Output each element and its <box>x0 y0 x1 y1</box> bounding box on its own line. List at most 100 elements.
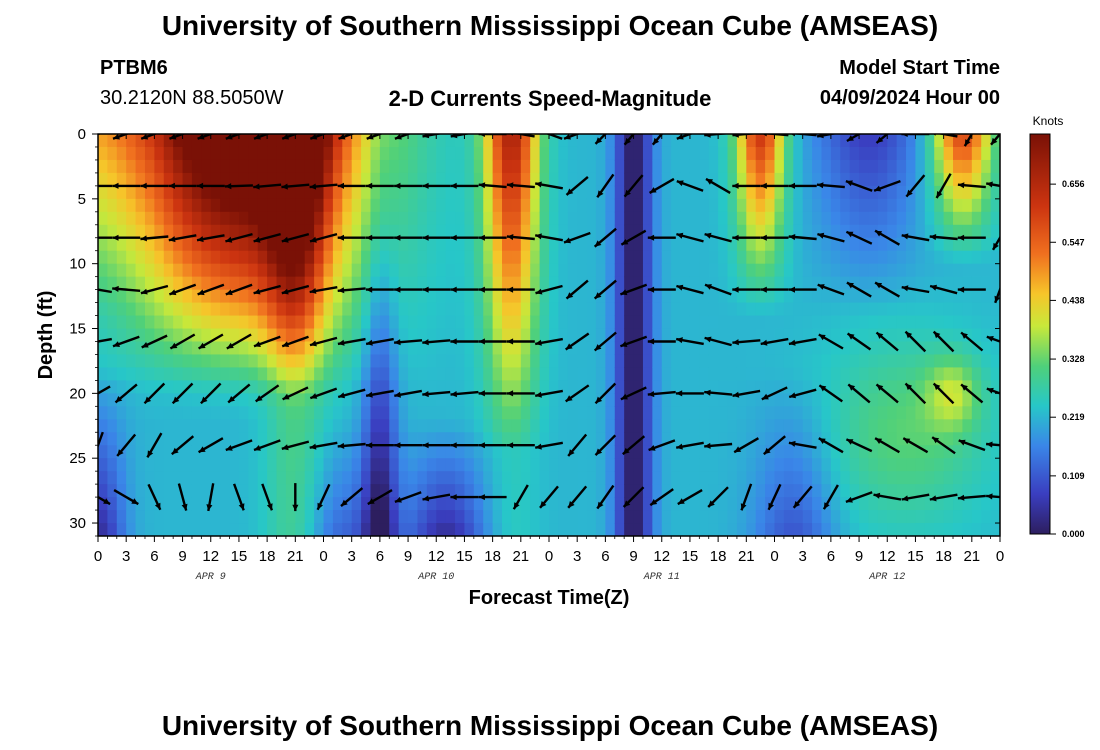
heat-cell <box>238 432 249 446</box>
heat-cell <box>257 367 268 381</box>
heat-cell <box>962 172 973 187</box>
heat-cell <box>408 432 419 446</box>
heat-cell <box>953 146 964 161</box>
heat-cell <box>332 198 343 213</box>
heat-cell <box>971 276 982 291</box>
heat-cell <box>417 523 428 536</box>
heat-cell <box>426 198 437 213</box>
heat-cell <box>962 510 973 524</box>
current-vector <box>732 339 761 346</box>
heat-cell <box>793 523 804 536</box>
heat-cell <box>812 328 823 343</box>
heat-cell <box>708 471 719 485</box>
x-tick-label: 9 <box>178 548 186 565</box>
current-vector <box>845 491 873 504</box>
heat-cell <box>98 497 108 511</box>
current-vector <box>112 234 141 241</box>
current-vector <box>986 335 1000 343</box>
heat-cell <box>971 172 982 187</box>
heat-cell <box>661 276 672 291</box>
heat-cell <box>577 419 588 433</box>
heat-cell <box>642 510 653 524</box>
heat-cell <box>201 185 212 200</box>
heat-cell <box>812 263 823 278</box>
heat-cell <box>793 367 804 381</box>
heat-cell <box>285 523 296 536</box>
heat-cell <box>398 237 409 252</box>
heat-cell <box>549 419 559 433</box>
heat-cell <box>370 302 381 317</box>
heat-cell <box>906 367 917 381</box>
heat-cell <box>248 185 259 200</box>
heat-cell <box>614 354 625 369</box>
heat-cell <box>464 302 475 317</box>
heat-cell <box>793 302 804 317</box>
heat-cell <box>361 263 372 278</box>
heat-cell <box>323 315 334 330</box>
heat-cell <box>981 393 992 407</box>
heat-cell <box>652 211 663 226</box>
heat-cell <box>812 367 823 381</box>
heat-cell <box>520 341 531 356</box>
heat-cell <box>351 146 362 161</box>
heat-cell <box>455 484 466 498</box>
heat-cell <box>896 211 907 226</box>
heat-cell <box>238 146 249 161</box>
heat-cell <box>962 198 973 213</box>
heat-cell <box>163 172 174 187</box>
heat-cell <box>614 185 625 200</box>
heat-cell <box>689 289 700 304</box>
heat-cell <box>727 172 738 187</box>
heat-cell <box>107 432 118 446</box>
heat-cell <box>765 237 776 252</box>
heat-cell <box>567 393 578 407</box>
heat-cell <box>417 380 428 394</box>
current-vector <box>763 435 786 456</box>
heat-cell <box>135 380 146 394</box>
heat-cell <box>971 250 982 265</box>
heat-cell <box>661 380 672 394</box>
heat-cell <box>718 302 729 317</box>
heat-cell <box>530 302 541 317</box>
heat-cell <box>830 211 841 226</box>
heat-cell <box>163 224 174 239</box>
heat-cell <box>530 224 541 239</box>
heat-cell <box>943 380 954 394</box>
heat-cell <box>605 315 616 330</box>
heat-cell <box>248 367 259 381</box>
heat-cell <box>990 341 1000 356</box>
heat-cell <box>812 354 823 369</box>
heat-cell <box>163 367 174 381</box>
heat-cell <box>830 250 841 265</box>
heat-cell <box>304 198 315 213</box>
heat-cell <box>736 380 747 394</box>
heat-cell <box>962 393 973 407</box>
heat-cell <box>520 289 531 304</box>
heat-cell <box>464 432 475 446</box>
heat-cell <box>191 393 202 407</box>
heat-cell <box>605 289 616 304</box>
heat-cell <box>934 432 945 446</box>
heat-cell <box>182 367 193 381</box>
heat-cell <box>210 185 221 200</box>
heat-cell <box>736 250 747 265</box>
heat-cell <box>934 159 945 174</box>
heat-cell <box>163 458 174 472</box>
heat-cell <box>220 471 231 485</box>
heat-cell <box>633 159 644 174</box>
heat-cell <box>492 250 503 265</box>
current-vector <box>422 234 451 241</box>
heat-cell <box>173 432 184 446</box>
current-vector <box>261 483 274 511</box>
heat-cell <box>849 471 860 485</box>
heat-cell <box>859 328 870 343</box>
heat-cell <box>558 224 569 239</box>
heat-cell <box>201 224 212 239</box>
heat-cell <box>755 497 766 511</box>
heat-cell <box>896 393 907 407</box>
heat-cell <box>624 367 635 381</box>
heat-cell <box>323 250 334 265</box>
heat-cell <box>379 289 390 304</box>
heat-cell <box>849 432 860 446</box>
heat-cell <box>248 315 259 330</box>
